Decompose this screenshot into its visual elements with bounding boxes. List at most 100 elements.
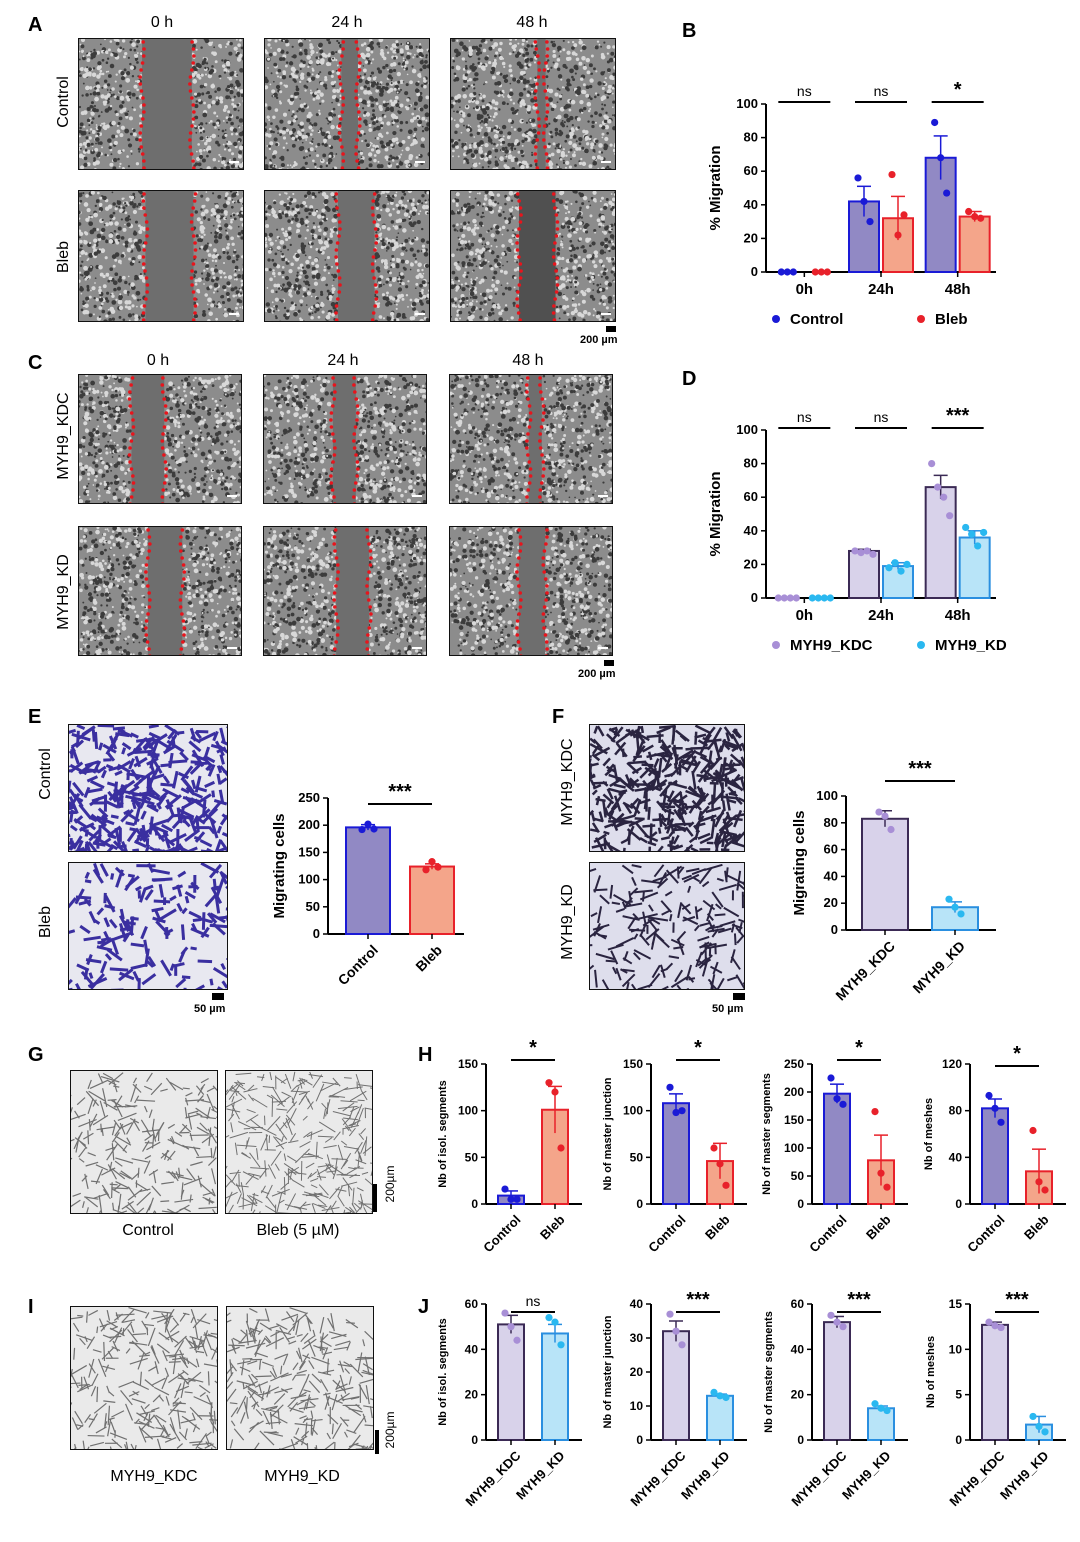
chart-j4-ytick-label-0: 0 bbox=[955, 1433, 962, 1447]
chart-d-pt-24h-a-1 bbox=[857, 549, 865, 557]
chart-b-pt-24h-b-0 bbox=[888, 170, 896, 179]
chart-f-pt-1-0 bbox=[945, 895, 953, 903]
panel-letter-f: F bbox=[552, 706, 565, 728]
i-scale-bar bbox=[375, 1430, 379, 1454]
chart-d-pt-48h-b-1 bbox=[968, 530, 976, 538]
chart-j1-pt-1-1 bbox=[551, 1318, 559, 1326]
chart-f-ytick-label-5: 100 bbox=[816, 788, 838, 803]
chart-b-xlabel-2: 48h bbox=[945, 281, 971, 298]
chart-j2-ytick-label-4: 40 bbox=[630, 1297, 644, 1311]
chart-h3-ytick-label-2: 100 bbox=[784, 1141, 804, 1155]
chart-b-pt-48h-b-2 bbox=[977, 214, 985, 222]
chart-b-xlabel-0: 0h bbox=[796, 281, 814, 298]
e-scale-label: 50 µm bbox=[194, 1003, 226, 1015]
chart-d-pt-48h-a-3 bbox=[946, 512, 954, 520]
chart-j3-sig-label: *** bbox=[847, 1289, 871, 1311]
chart-b-pt-48h-b-1 bbox=[971, 212, 979, 221]
chart-d-pt-0h-b-2 bbox=[820, 594, 828, 602]
chart-j2-pt-0-0 bbox=[666, 1310, 674, 1318]
a-time-0: 0 h bbox=[150, 14, 174, 31]
chart-b-legend-a: Control bbox=[790, 311, 843, 328]
chart-j1-ytick-label-1: 20 bbox=[465, 1388, 479, 1402]
chart-d-pt-24h-b-3 bbox=[903, 560, 911, 569]
chart-h3-ylabel: Nb of master segments bbox=[761, 1073, 773, 1195]
chart-b-ytick-label-2: 40 bbox=[744, 197, 758, 212]
chart-h1-pt-1-0 bbox=[545, 1079, 553, 1087]
chart-d-pt-0h-a-1 bbox=[780, 594, 788, 602]
chart-d-pt-24h-a-2 bbox=[863, 547, 871, 555]
a-time-24: 24 h bbox=[331, 14, 363, 31]
a-scale-bar bbox=[606, 326, 616, 332]
chart-f-pt-1-1 bbox=[951, 903, 959, 911]
chart-j3-ytick-label-3: 60 bbox=[791, 1297, 805, 1311]
chart-b-legend-marker-a bbox=[772, 315, 780, 323]
chart-h1-sig-label: * bbox=[529, 1037, 537, 1059]
chart-j1-ylabel: Nb of isol. segments bbox=[437, 1318, 449, 1426]
chart-b-ytick-label-0: 0 bbox=[751, 264, 758, 279]
chart-h4-pt-0-2 bbox=[997, 1118, 1005, 1126]
chart-j4-pt-1-0 bbox=[1029, 1412, 1037, 1421]
chart-h2-ylabel: Nb of master junction bbox=[602, 1077, 614, 1190]
chart-h3-pt-0-0 bbox=[827, 1074, 835, 1082]
chart-j4-xlabel-1: MYH9_KD bbox=[997, 1448, 1052, 1503]
a-scale-label: 200 µm bbox=[580, 334, 618, 346]
chart-h4-ytick-label-0: 0 bbox=[955, 1197, 962, 1211]
chart-h4-pt-1-1 bbox=[1035, 1178, 1043, 1186]
chart-j3-pt-0-1 bbox=[833, 1318, 841, 1326]
chart-h3-xlabel-0: Control bbox=[806, 1212, 849, 1255]
chart-d-pt-0h-b-1 bbox=[814, 594, 822, 602]
chart-h1-ytick-label-2: 100 bbox=[458, 1104, 478, 1118]
transwell-image-control bbox=[68, 724, 228, 852]
chart-e-ylabel: Migrating cells bbox=[271, 813, 288, 918]
chart-j1-ytick-label-3: 60 bbox=[465, 1297, 479, 1311]
chart-e-ytick-label-5: 250 bbox=[298, 790, 320, 805]
e-scale-bar bbox=[212, 993, 224, 1000]
chart-h3-pt-1-0 bbox=[871, 1108, 879, 1116]
chart-e-pt-0-1 bbox=[364, 820, 372, 828]
scratch-image-kdc-48h bbox=[449, 374, 613, 504]
chart-b-sig-0-label: ns bbox=[797, 83, 812, 99]
chart-f-xlabel-0: MYH9_KDC bbox=[832, 938, 898, 1004]
chart-f-ytick-label-2: 40 bbox=[824, 868, 838, 883]
chart-h3-ytick-label-0: 0 bbox=[797, 1197, 804, 1211]
chart-j2-pt-1-1 bbox=[716, 1392, 724, 1400]
chart-h3-pt-0-1 bbox=[833, 1095, 841, 1103]
tube-image-bleb bbox=[225, 1070, 373, 1214]
chart-b-bar-48h-b bbox=[958, 215, 991, 273]
chart-j2-xlabel-0: MYH9_KDC bbox=[627, 1448, 689, 1510]
chart-e-pt-0-0 bbox=[358, 825, 366, 834]
chart-d-bar-48h-a bbox=[924, 486, 957, 599]
chart-b-pt-48h-b-0 bbox=[965, 207, 973, 216]
chart-d-pt-48h-b-2 bbox=[974, 542, 982, 550]
chart-e-ytick-label-0: 0 bbox=[313, 926, 320, 941]
panel-letter-e: E bbox=[28, 706, 42, 728]
chart-j4-ytick-label-3: 15 bbox=[949, 1297, 963, 1311]
panel-letter-i: I bbox=[28, 1296, 34, 1318]
chart-j1-sig-label: ns bbox=[526, 1293, 541, 1309]
chart-j3-bar-1 bbox=[867, 1407, 895, 1442]
chart-h1-pt-0-2 bbox=[513, 1195, 521, 1203]
transwell-image-kd bbox=[589, 862, 745, 990]
chart-h2-pt-0-2 bbox=[678, 1107, 686, 1115]
scratch-image-bleb-48h bbox=[450, 190, 616, 322]
chart-b-pt-24h-a-0 bbox=[854, 174, 862, 182]
chart-j2-ytick-label-0: 0 bbox=[636, 1433, 643, 1447]
chart-f-pt-0-0 bbox=[875, 808, 883, 816]
chart-j4-pt-0-1 bbox=[991, 1322, 999, 1330]
chart-j1-ytick-label-0: 0 bbox=[471, 1433, 478, 1447]
chart-e-bar-0 bbox=[345, 826, 391, 935]
chart-j4-ytick-label-2: 10 bbox=[949, 1342, 963, 1356]
chart-b-pt-0h-b-0 bbox=[811, 268, 819, 276]
tube-image-kd bbox=[226, 1306, 374, 1450]
c-scale-bar bbox=[604, 660, 614, 666]
chart-j3-pt-0-0 bbox=[827, 1311, 835, 1319]
chart-h2-sig-label: * bbox=[694, 1037, 702, 1059]
chart-j2-xlabel-1: MYH9_KD bbox=[678, 1448, 733, 1503]
chart-j3-bar-0 bbox=[823, 1321, 851, 1441]
chart-d-bar-24h-a bbox=[848, 549, 880, 600]
chart-h3-pt-1-1 bbox=[877, 1169, 885, 1177]
chart-d-pt-48h-a-1 bbox=[934, 483, 942, 491]
chart-j4-ytick-label-1: 5 bbox=[955, 1388, 962, 1402]
chart-d-pt-24h-b-0 bbox=[885, 564, 893, 572]
chart-f-ytick-label-3: 60 bbox=[824, 842, 838, 857]
